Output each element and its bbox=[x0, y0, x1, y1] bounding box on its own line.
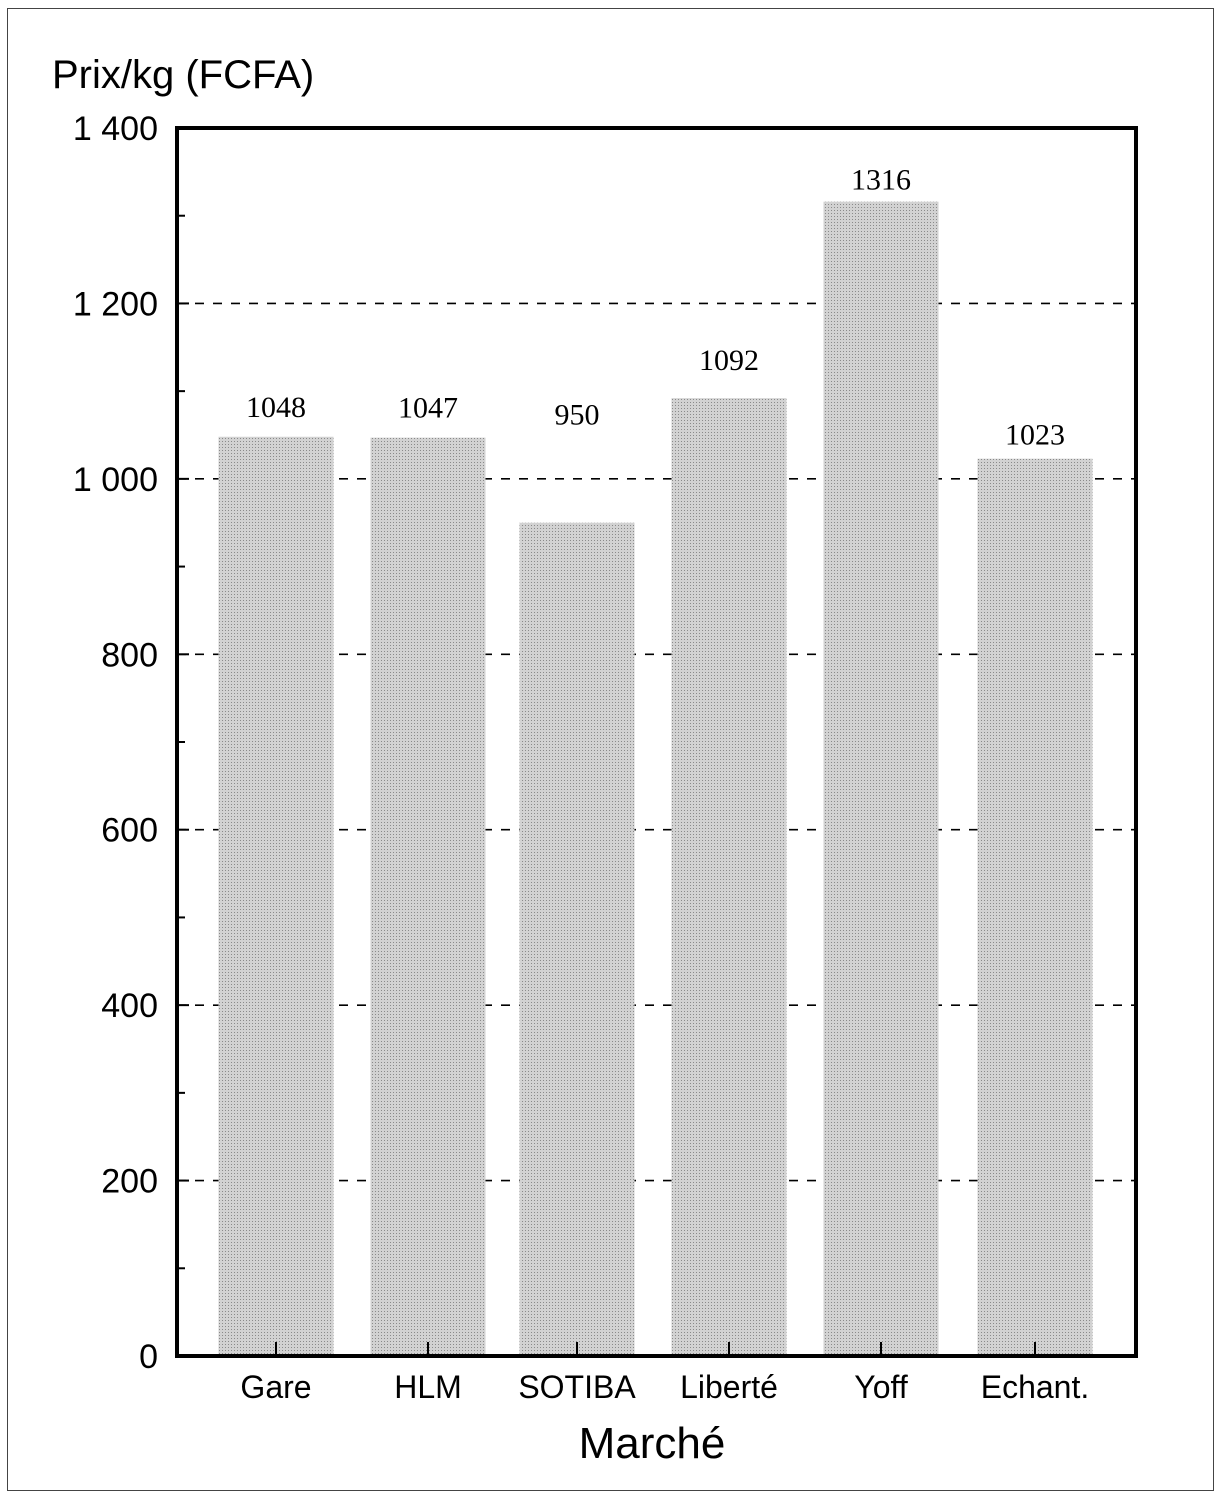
y-tick-label: 200 bbox=[101, 1163, 158, 1201]
data-label: 1048 bbox=[246, 391, 306, 424]
y-tick-label: 800 bbox=[101, 636, 158, 674]
y-tick-label: 600 bbox=[101, 812, 158, 850]
y-tick-label: 0 bbox=[139, 1338, 158, 1376]
y-axis-label: Prix/kg (FCFA) bbox=[52, 53, 314, 97]
y-tick-label: 1 000 bbox=[73, 461, 158, 499]
bar-libert- bbox=[671, 398, 787, 1356]
bar-gare bbox=[218, 436, 334, 1356]
bar-echant- bbox=[977, 458, 1093, 1356]
bars bbox=[218, 201, 1093, 1357]
figure-frame bbox=[7, 8, 1214, 1491]
bar-sotiba bbox=[519, 522, 635, 1356]
y-tick-label: 1 400 bbox=[73, 110, 158, 148]
x-tick-label: HLM bbox=[394, 1369, 462, 1405]
x-tick-label: Echant. bbox=[981, 1369, 1090, 1405]
bar-yoff bbox=[823, 201, 939, 1357]
axis-ticks: 0 200 400 600 800 1 000 1 200 1 400 Gare HLM SOTIB… bbox=[73, 110, 1089, 1405]
data-label: 950 bbox=[555, 399, 600, 432]
x-tick-label: Liberté bbox=[680, 1369, 778, 1405]
data-label: 1023 bbox=[1005, 419, 1065, 452]
bar-hlm bbox=[370, 437, 486, 1356]
data-label: 1047 bbox=[398, 392, 458, 425]
y-tick-label: 1 200 bbox=[73, 285, 158, 323]
x-tick-label: SOTIBA bbox=[518, 1369, 636, 1405]
y-tick-label: 400 bbox=[101, 987, 158, 1025]
data-label: 1092 bbox=[699, 344, 759, 377]
x-axis-label: Marché bbox=[579, 1419, 726, 1468]
data-label: 1316 bbox=[851, 164, 911, 197]
x-tick-label: Gare bbox=[240, 1369, 311, 1405]
gridlines bbox=[177, 302, 1136, 1182]
data-labels: 1048 1047 950 1092 1316 1023 bbox=[246, 164, 1065, 452]
x-tick-label: Yoff bbox=[854, 1369, 908, 1405]
